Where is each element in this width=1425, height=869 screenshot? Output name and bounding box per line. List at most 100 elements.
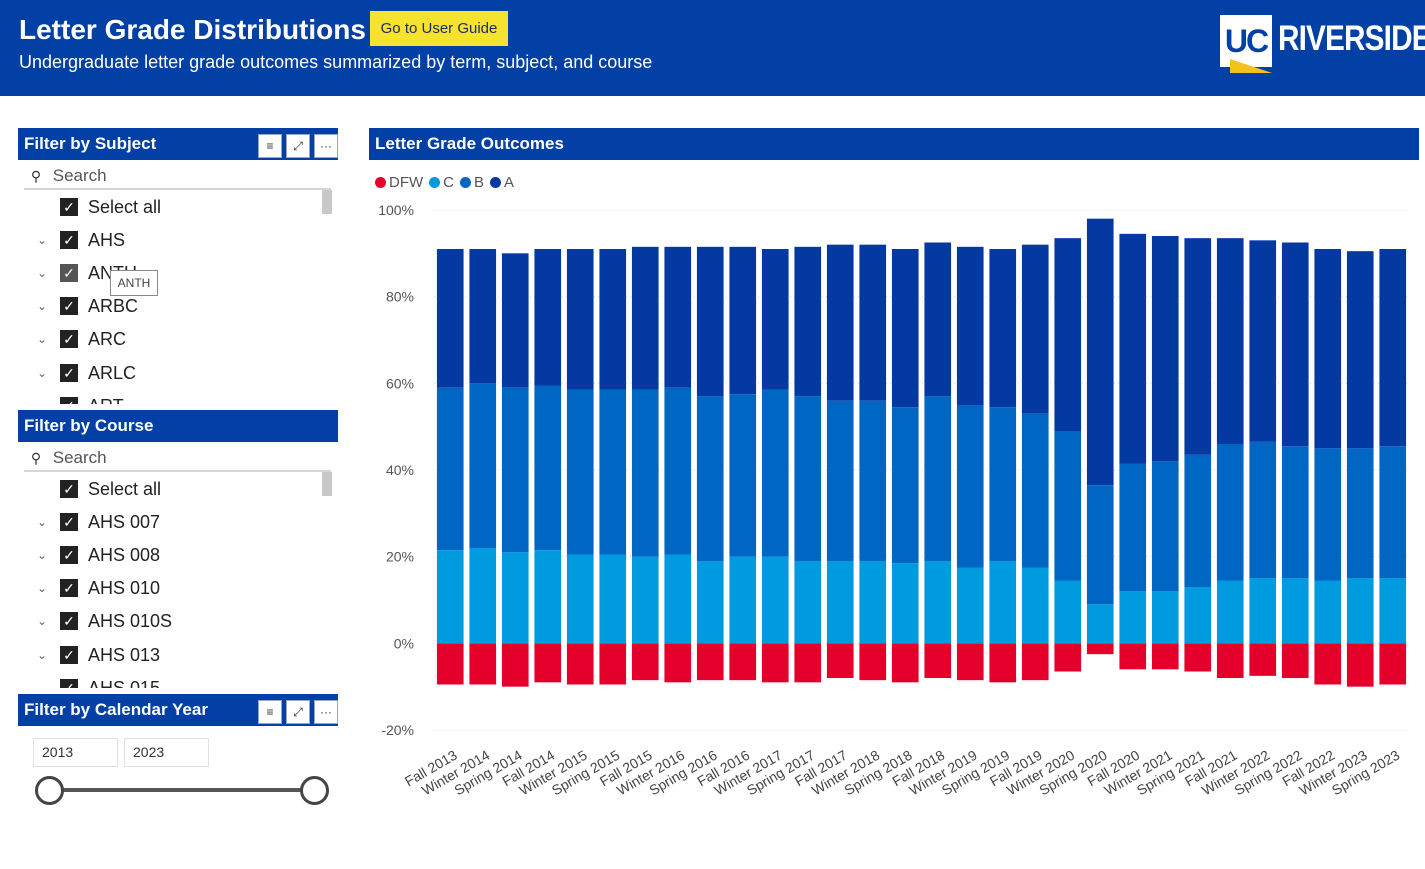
chevron-down-icon[interactable]: ⌄	[36, 648, 48, 662]
chevron-down-icon[interactable]: ⌄	[34, 391, 50, 404]
chevron-down-icon[interactable]: ⌄	[36, 332, 48, 346]
bar-segment-b	[1151, 461, 1179, 592]
end-year-input[interactable]: 2023	[124, 738, 209, 767]
bar-segment-c	[1346, 578, 1374, 644]
bar-segment-a	[1281, 242, 1309, 447]
bar-segment-dfw	[501, 643, 529, 687]
checkbox-checked-icon[interactable]: ✓	[60, 297, 78, 315]
legend-item-dfw[interactable]: DFW	[375, 172, 423, 192]
year-filter-title: Filter by Calendar Year	[24, 700, 208, 719]
logo-uc-mark: UC	[1220, 15, 1272, 67]
more-options-icon[interactable]: ···	[314, 134, 338, 158]
bar-segment-a	[664, 246, 692, 388]
bar-segment-c	[924, 561, 952, 644]
checkbox-checked-icon[interactable]: ✓	[60, 513, 78, 531]
checkbox-checked-icon[interactable]: ✓	[60, 546, 78, 564]
course-slicer: ⚲ Search ✓ Select all ⌄ ✓ AHS 007 ⌄ ✓ AH…	[18, 446, 338, 688]
list-item-label: Select all	[88, 479, 162, 499]
course-filter-title: Filter by Course	[24, 416, 154, 435]
bar-segment-dfw	[631, 643, 659, 681]
checkbox-checked-icon[interactable]: ✓	[60, 646, 78, 664]
course-search-input[interactable]: ⚲ Search	[24, 446, 331, 472]
chart-title: Letter Grade Outcomes	[369, 128, 1419, 160]
checkbox-checked-icon[interactable]: ✓	[60, 231, 78, 249]
bar-segment-b	[891, 407, 919, 564]
bar-segment-b	[501, 387, 529, 553]
chevron-down-icon[interactable]: ⌄	[36, 548, 48, 562]
bar-segment-c	[566, 554, 594, 644]
checkbox-checked-icon[interactable]: ✓	[60, 612, 78, 630]
checkbox-checked-icon[interactable]: ✓	[60, 480, 78, 498]
year-slider-end-handle[interactable]	[300, 776, 329, 805]
more-options-icon[interactable]: ···	[314, 700, 338, 724]
bar-segment-b	[859, 400, 887, 561]
checkbox-checked-icon[interactable]: ✓	[60, 264, 78, 282]
subject-search-input[interactable]: ⚲ Search	[24, 164, 331, 190]
legend-label: B	[474, 173, 485, 191]
bar-segment-dfw	[436, 643, 464, 685]
bar-segment-dfw	[1281, 643, 1309, 678]
chevron-down-icon[interactable]: ⌄	[36, 581, 48, 595]
bar-segment-b	[1379, 446, 1407, 579]
bar-segment-c	[1021, 567, 1049, 644]
legend-item-a[interactable]: A	[490, 172, 514, 192]
page-subtitle: Undergraduate letter grade outcomes summ…	[19, 52, 653, 72]
bar-segment-a	[956, 246, 984, 405]
user-guide-button[interactable]: Go to User Guide	[370, 11, 508, 46]
chart-legend: DFW C B A	[375, 172, 514, 192]
legend-label: A	[504, 173, 515, 191]
focus-mode-icon[interactable]: ⤢	[286, 700, 310, 724]
checkbox-checked-icon[interactable]: ✓	[60, 579, 78, 597]
legend-item-b[interactable]: B	[460, 172, 484, 192]
bar-segment-a	[696, 246, 724, 397]
bar-segment-dfw	[826, 643, 854, 678]
bar-segment-c	[534, 550, 562, 644]
course-search-placeholder: Search	[52, 448, 107, 467]
scrollbar-thumb[interactable]	[322, 190, 332, 214]
bar-segment-a	[1021, 244, 1049, 414]
checkbox-checked-icon[interactable]: ✓	[60, 330, 78, 348]
bar-segment-b	[1314, 448, 1342, 581]
list-item-label: AHS 015	[88, 678, 161, 688]
checkbox-checked-icon[interactable]: ✓	[60, 679, 78, 688]
checkbox-checked-icon[interactable]: ✓	[60, 397, 78, 404]
bar-segment-b	[761, 389, 789, 557]
bar-segment-dfw	[1021, 643, 1049, 681]
bar-segment-dfw	[729, 643, 757, 681]
chevron-down-icon[interactable]: ⌄	[36, 266, 48, 280]
bar-segment-dfw	[1216, 643, 1244, 678]
year-slider-start-handle[interactable]	[35, 776, 64, 805]
bar-segment-dfw	[1086, 643, 1114, 655]
start-year-input[interactable]: 2013	[33, 738, 118, 767]
bar-segment-c	[1151, 591, 1179, 644]
subject-filter-header: Filter by Subject ≡ ⤢ ···	[18, 128, 338, 160]
bar-segment-b	[631, 389, 659, 557]
year-slider-track[interactable]	[50, 788, 315, 792]
bar-segment-dfw	[1379, 643, 1407, 685]
legend-item-c[interactable]: C	[429, 172, 454, 192]
chevron-down-icon[interactable]: ⌄	[36, 233, 48, 247]
checkbox-checked-icon[interactable]: ✓	[60, 364, 78, 382]
subject-search-placeholder: Search	[52, 166, 107, 185]
list-item-label: ARBC	[88, 296, 139, 316]
scrollbar-thumb[interactable]	[322, 472, 332, 496]
legend-dot-icon	[429, 176, 441, 188]
checkbox-checked-icon[interactable]: ✓	[60, 198, 78, 216]
chevron-down-icon[interactable]: ⌄	[36, 366, 48, 380]
chevron-down-icon[interactable]: ⌄	[36, 681, 48, 688]
y-tick-label: 40%	[386, 462, 414, 478]
y-tick-label: -20%	[381, 722, 414, 738]
bar-segment-c	[1314, 580, 1342, 644]
header-banner: Letter Grade Distributions Go to User Gu…	[0, 0, 1425, 96]
chevron-down-icon[interactable]: ⌄	[36, 515, 48, 529]
bar-segment-a	[891, 249, 919, 408]
chevron-down-icon[interactable]: ⌄	[36, 614, 48, 628]
bar-segment-a	[1314, 249, 1342, 449]
chevron-down-icon[interactable]: ⌄	[36, 299, 48, 313]
bar-segment-a	[729, 246, 757, 395]
bar-segment-c	[1216, 580, 1244, 644]
filter-icon[interactable]: ≡	[258, 134, 282, 158]
focus-mode-icon[interactable]: ⤢	[286, 134, 310, 158]
filter-icon[interactable]: ≡	[258, 700, 282, 724]
bar-segment-b	[1281, 446, 1309, 579]
